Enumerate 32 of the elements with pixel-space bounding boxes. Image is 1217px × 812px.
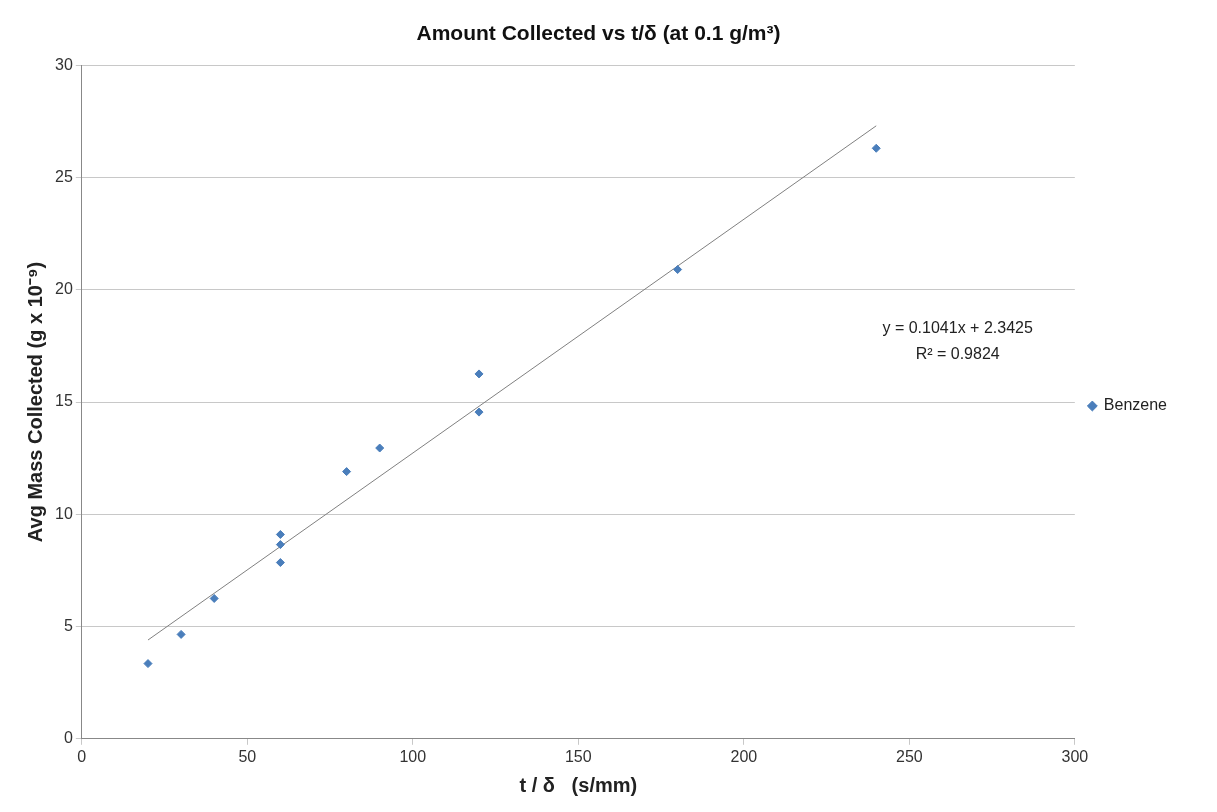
point [143, 659, 153, 669]
x-tick-label: 100 [399, 747, 427, 765]
chart-title: Amount Collected vs t/δ (at 0.1 g/m³) [416, 21, 781, 45]
point [176, 629, 186, 639]
y-tick-label: 0 [63, 729, 73, 747]
point [871, 143, 881, 153]
x-tick-label: 150 [564, 747, 592, 765]
point [209, 593, 219, 603]
y-tick-label: 10 [55, 504, 73, 522]
point [275, 540, 285, 550]
y-axis-title: Avg Mass Collected (g x 10⁻⁹) [23, 261, 46, 543]
y-tick-label: 5 [63, 616, 73, 634]
x-tick-label: 50 [238, 747, 257, 765]
point [275, 529, 285, 539]
y-tick-label: 20 [55, 280, 73, 298]
point [474, 407, 484, 417]
annotation: y = 0.1041x + 2.3425 [882, 318, 1033, 336]
y-tick-label: 15 [55, 392, 73, 410]
x-axis-title: t / δ (s/mm) [519, 773, 638, 796]
annotation: R² = 0.9824 [915, 344, 1000, 362]
point [342, 467, 352, 477]
point [474, 369, 484, 379]
point [673, 265, 683, 275]
legend-label: Benzene [1103, 396, 1168, 414]
x-tick-label: 200 [730, 747, 758, 765]
x-tick-label: 250 [895, 747, 923, 765]
x-tick-label: 0 [77, 747, 87, 765]
point [375, 443, 385, 453]
x-tick-label: 300 [1061, 747, 1089, 765]
point [275, 558, 285, 568]
y-tick-label: 30 [55, 55, 73, 73]
y-tick-label: 25 [55, 167, 73, 185]
